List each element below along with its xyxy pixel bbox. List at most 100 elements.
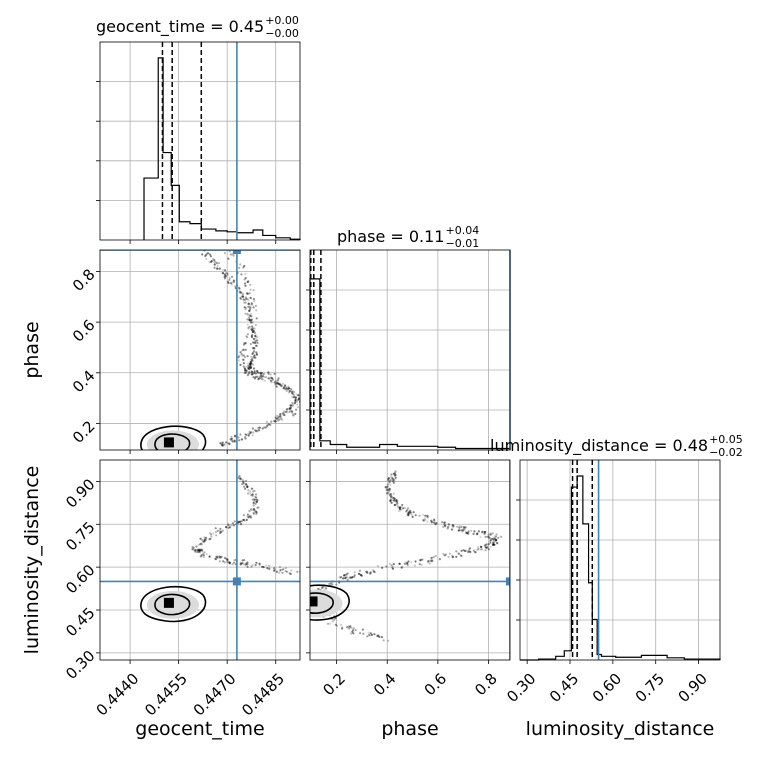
sample-point [451,524,454,527]
sample-point [216,267,219,270]
sample-point [406,562,409,566]
sample-point [246,561,249,564]
sample-point [246,336,249,339]
sample-point [331,583,334,586]
sample-point [443,523,446,526]
sample-point [245,297,248,300]
sample-point [246,333,249,336]
sample-point [421,558,424,561]
sample-point [242,343,246,346]
sample-point [199,543,202,546]
sample-point [205,257,208,260]
sample-point [260,565,264,568]
sample-point [335,583,338,586]
sample-point [280,384,283,387]
sample-point [265,420,268,423]
sample-point [251,563,254,567]
sample-point [468,551,472,554]
sample-point [195,545,198,548]
sample-point [262,375,265,378]
sample-point [202,552,205,555]
sample-point [250,494,253,497]
sample-point [282,412,286,415]
sample-point [386,485,389,488]
sample-point [489,541,492,544]
sample-point [255,353,258,357]
sample-point [267,423,270,426]
sample-point [245,335,248,338]
sample-point [360,574,363,577]
y-tick-label: 0.6 [69,316,99,346]
sample-point [257,371,260,374]
sample-point [222,560,225,563]
sample-point [392,481,395,484]
sample-point [399,506,402,509]
contour-inner [310,592,334,614]
sample-point [242,348,245,351]
sample-point [238,520,241,524]
sample-point [443,554,446,557]
sample-point [251,372,254,376]
sample-point [226,559,229,562]
sample-point [387,491,390,494]
truth-marker [232,250,241,254]
sample-point [252,347,255,350]
sample-point [244,273,247,276]
sample-point [260,373,263,376]
sample-point [256,506,259,509]
sample-point [427,560,430,563]
sample-point [233,520,236,523]
sample-point [225,272,228,275]
sample-point [193,549,197,552]
sample-point [247,365,250,368]
sample-point [400,506,403,509]
sample-point [493,535,496,538]
sample-point [251,493,254,496]
sample-point [253,355,256,358]
sample-point [219,442,222,445]
sample-point [239,363,242,366]
sample-point [228,278,231,281]
sample-point [247,367,250,370]
sample-point [250,318,253,321]
sample-point [422,518,425,522]
truth-marker [232,577,241,586]
sample-point [244,436,247,439]
sample-point [396,500,399,503]
sample-point [248,490,252,493]
sample-point [464,526,467,529]
sample-point [250,355,253,358]
sample-point [248,318,251,321]
sample-point [392,496,395,499]
sample-point [366,635,369,638]
sample-point [251,326,254,329]
sample-point [277,417,280,420]
sample-point [460,549,463,553]
sample-point [218,555,221,558]
sample-point [250,328,253,331]
sample-point [367,631,370,634]
sample-point [239,562,242,565]
sample-point [484,543,487,547]
sample-point [214,531,217,534]
sample-point [393,499,396,502]
sample-point [492,543,495,546]
density-peak [163,437,174,448]
sample-point [224,275,227,278]
sample-point [483,532,486,535]
sample-point [391,477,394,480]
sample-point [271,378,274,381]
sample-point [406,507,410,510]
sample-point [404,561,407,564]
sample-point [394,500,397,503]
sample-point [469,550,472,554]
sample-point [468,547,471,550]
sample-point [414,560,417,563]
sample-point [285,409,288,412]
density-peak [310,596,318,607]
sample-point [257,378,260,381]
sample-point [244,284,247,287]
sample-point [246,298,249,301]
sample-point [426,560,430,563]
sample-point [281,382,284,385]
